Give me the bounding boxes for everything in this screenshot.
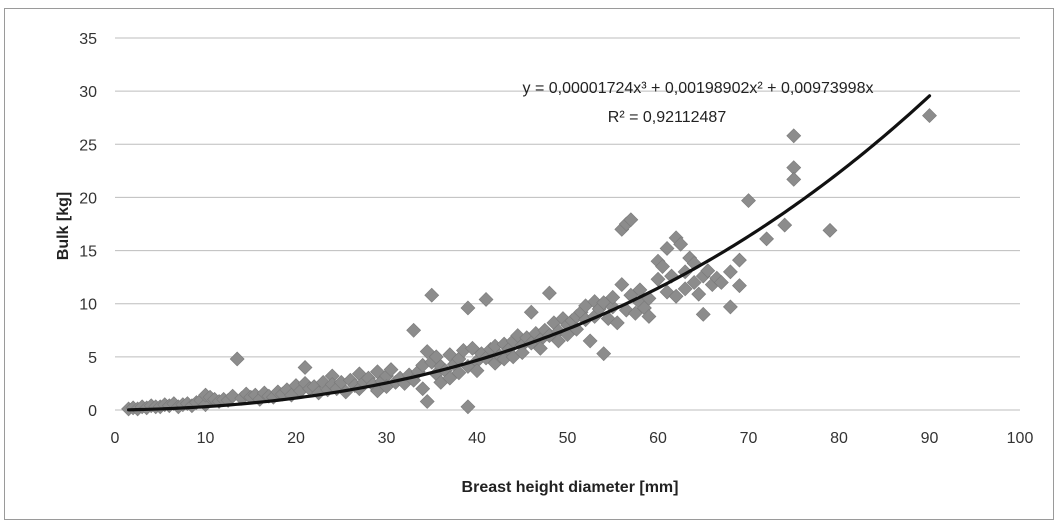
y-tick-labels: 0 5 10 15 20 25 30 35 bbox=[79, 31, 97, 420]
x-tick-label: 80 bbox=[830, 430, 848, 447]
data-point bbox=[650, 271, 666, 287]
data-point bbox=[605, 299, 621, 315]
x-tick-label: 90 bbox=[921, 430, 939, 447]
data-point bbox=[786, 171, 802, 187]
x-tick-label: 0 bbox=[111, 430, 120, 447]
x-tick-label: 40 bbox=[468, 430, 486, 447]
y-tick-label: 20 bbox=[79, 190, 97, 207]
data-point bbox=[922, 108, 937, 124]
data-point bbox=[777, 217, 793, 233]
r-squared-label: R² = 0,92112487 bbox=[608, 109, 727, 126]
x-tick-label: 100 bbox=[1007, 430, 1034, 447]
y-tick-label: 15 bbox=[79, 244, 97, 261]
data-point bbox=[419, 344, 435, 359]
y-tick-label: 0 bbox=[88, 403, 97, 420]
x-tick-labels: 0 10 20 30 40 50 60 70 80 90 100 bbox=[111, 430, 1034, 447]
data-point bbox=[700, 263, 716, 279]
data-point bbox=[582, 333, 598, 349]
data-point bbox=[655, 259, 670, 274]
data-point bbox=[478, 292, 494, 307]
data-point bbox=[722, 299, 738, 315]
data-point bbox=[691, 286, 707, 302]
data-point bbox=[424, 287, 440, 303]
data-point bbox=[659, 241, 675, 256]
data-point bbox=[732, 278, 747, 294]
trendline-group bbox=[126, 94, 932, 412]
data-point bbox=[419, 394, 435, 409]
data-point bbox=[469, 363, 485, 379]
trendline bbox=[126, 94, 932, 412]
data-point bbox=[460, 300, 476, 316]
data-point bbox=[722, 264, 738, 280]
data-point bbox=[451, 365, 467, 381]
x-tick-label: 70 bbox=[740, 430, 758, 447]
data-point bbox=[673, 236, 689, 252]
data-point bbox=[668, 288, 684, 304]
x-tick-label: 30 bbox=[378, 430, 396, 447]
data-point bbox=[786, 128, 802, 144]
data-point bbox=[383, 362, 399, 378]
data-point bbox=[741, 193, 756, 209]
data-point bbox=[713, 275, 729, 290]
y-tick-label: 5 bbox=[88, 350, 97, 367]
y-tick-label: 30 bbox=[79, 84, 97, 101]
data-point bbox=[759, 231, 775, 247]
x-tick-label: 10 bbox=[197, 430, 215, 447]
data-point bbox=[523, 304, 539, 320]
data-point bbox=[659, 284, 675, 300]
data-point bbox=[541, 285, 557, 301]
data-point bbox=[695, 306, 711, 322]
data-point bbox=[406, 322, 422, 338]
x-tick-label: 50 bbox=[559, 430, 577, 447]
gridlines bbox=[115, 37, 1020, 411]
data-point bbox=[551, 333, 566, 349]
x-tick-label: 20 bbox=[287, 430, 305, 447]
y-tick-label: 25 bbox=[79, 137, 97, 154]
data-point bbox=[614, 277, 630, 293]
x-tick-label: 60 bbox=[649, 430, 667, 447]
x-axis-title: Breast height diameter [mm] bbox=[462, 479, 679, 496]
data-point bbox=[822, 222, 838, 238]
y-tick-label: 35 bbox=[79, 31, 97, 48]
data-point bbox=[514, 345, 530, 361]
data-point bbox=[415, 381, 431, 397]
data-point bbox=[596, 346, 612, 362]
y-axis-title: Bulk [kg] bbox=[55, 192, 72, 260]
trendline-equation: y = 0,00001724x³ + 0,00198902x² + 0,0097… bbox=[523, 80, 874, 97]
data-points bbox=[121, 108, 937, 417]
y-tick-label: 10 bbox=[79, 297, 97, 314]
data-point bbox=[297, 360, 313, 375]
data-point bbox=[732, 252, 747, 268]
data-point bbox=[677, 281, 693, 297]
data-point bbox=[641, 309, 657, 324]
data-point bbox=[686, 275, 702, 290]
data-point bbox=[605, 289, 621, 305]
data-point bbox=[609, 315, 625, 331]
data-point bbox=[532, 340, 548, 356]
data-point bbox=[460, 399, 476, 415]
data-point bbox=[229, 351, 245, 367]
chart-frame bbox=[4, 8, 1054, 520]
data-point bbox=[623, 212, 639, 228]
